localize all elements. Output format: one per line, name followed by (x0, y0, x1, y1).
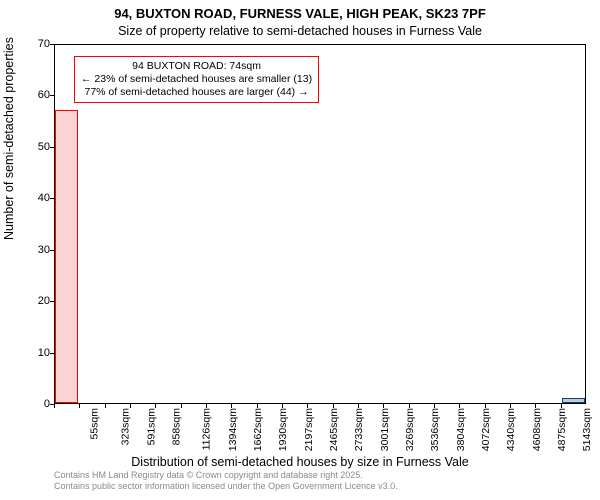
x-tick-label: 4608sqm (531, 408, 543, 451)
x-tick-mark (206, 404, 207, 408)
x-tick-label: 5143sqm (582, 408, 594, 451)
x-tick-label: 3536sqm (430, 408, 442, 451)
x-tick-mark (307, 404, 308, 408)
x-tick-mark (485, 404, 486, 408)
x-tick-mark (54, 404, 55, 408)
chart-subtitle: Size of property relative to semi-detach… (0, 24, 600, 38)
y-axis-label: Number of semi-detached properties (2, 37, 16, 240)
x-tick-mark (79, 404, 80, 408)
y-tick-label: 20 (22, 295, 50, 307)
x-tick-mark (282, 404, 283, 408)
x-tick-label: 3269sqm (404, 408, 416, 451)
y-tick-mark (50, 198, 54, 199)
y-tick-label: 60 (22, 89, 50, 101)
x-tick-mark (561, 404, 562, 408)
x-tick-mark (181, 404, 182, 408)
y-tick-mark (50, 250, 54, 251)
x-tick-mark (358, 404, 359, 408)
x-tick-mark (257, 404, 258, 408)
x-tick-label: 55sqm (89, 408, 101, 440)
x-axis-line (54, 403, 586, 404)
x-tick-mark (510, 404, 511, 408)
annotation-smaller: ← 23% of semi-detached houses are smalle… (81, 73, 312, 86)
x-tick-label: 1126sqm (201, 408, 213, 450)
right-border (585, 44, 586, 404)
x-tick-label: 1662sqm (252, 408, 264, 451)
x-axis-label: Distribution of semi-detached houses by … (0, 455, 600, 469)
x-tick-mark (383, 404, 384, 408)
x-tick-mark (231, 404, 232, 408)
x-tick-mark (434, 404, 435, 408)
y-tick-label: 0 (22, 398, 50, 410)
x-tick-mark (130, 404, 131, 408)
y-tick-label: 50 (22, 141, 50, 153)
x-tick-mark (333, 404, 334, 408)
y-tick-mark (50, 95, 54, 96)
y-tick-label: 40 (22, 192, 50, 204)
y-tick-mark (50, 44, 54, 45)
y-tick-mark (50, 353, 54, 354)
attribution-text: Contains HM Land Registry data © Crown c… (54, 470, 398, 493)
x-tick-label: 3804sqm (455, 408, 467, 451)
x-tick-label: 2197sqm (303, 408, 315, 451)
x-tick-mark (409, 404, 410, 408)
y-tick-label: 70 (22, 38, 50, 50)
chart-title: 94, BUXTON ROAD, FURNESS VALE, HIGH PEAK… (0, 6, 600, 21)
x-tick-label: 3001sqm (379, 408, 391, 451)
y-tick-mark (50, 301, 54, 302)
y-tick-label: 30 (22, 244, 50, 256)
x-tick-label: 1394sqm (227, 408, 239, 451)
x-tick-label: 591sqm (145, 408, 157, 445)
x-tick-label: 858sqm (170, 408, 182, 445)
x-tick-label: 2465sqm (328, 408, 340, 451)
top-border (54, 44, 586, 45)
x-tick-label: 323sqm (120, 408, 132, 445)
annotation-box: 94 BUXTON ROAD: 74sqm ← 23% of semi-deta… (74, 56, 319, 103)
x-tick-mark (459, 404, 460, 408)
plot-area: 94 BUXTON ROAD: 74sqm ← 23% of semi-deta… (54, 44, 586, 404)
x-tick-mark (155, 404, 156, 408)
x-tick-label: 4340sqm (506, 408, 518, 451)
annotation-larger: 77% of semi-detached houses are larger (… (81, 86, 312, 99)
x-tick-mark (105, 404, 106, 408)
x-tick-mark (535, 404, 536, 408)
x-tick-label: 4875sqm (556, 408, 568, 451)
attribution-line2: Contains public sector information licen… (54, 481, 398, 492)
highlighted-bar (55, 110, 78, 403)
y-tick-mark (50, 147, 54, 148)
chart-figure: 94, BUXTON ROAD, FURNESS VALE, HIGH PEAK… (0, 0, 600, 500)
y-tick-label: 10 (22, 347, 50, 359)
annotation-title: 94 BUXTON ROAD: 74sqm (81, 60, 312, 73)
attribution-line1: Contains HM Land Registry data © Crown c… (54, 470, 398, 481)
x-tick-label: 4072sqm (480, 408, 492, 451)
x-tick-label: 2733sqm (354, 408, 366, 451)
x-tick-label: 1930sqm (278, 408, 290, 451)
bar (562, 398, 585, 403)
